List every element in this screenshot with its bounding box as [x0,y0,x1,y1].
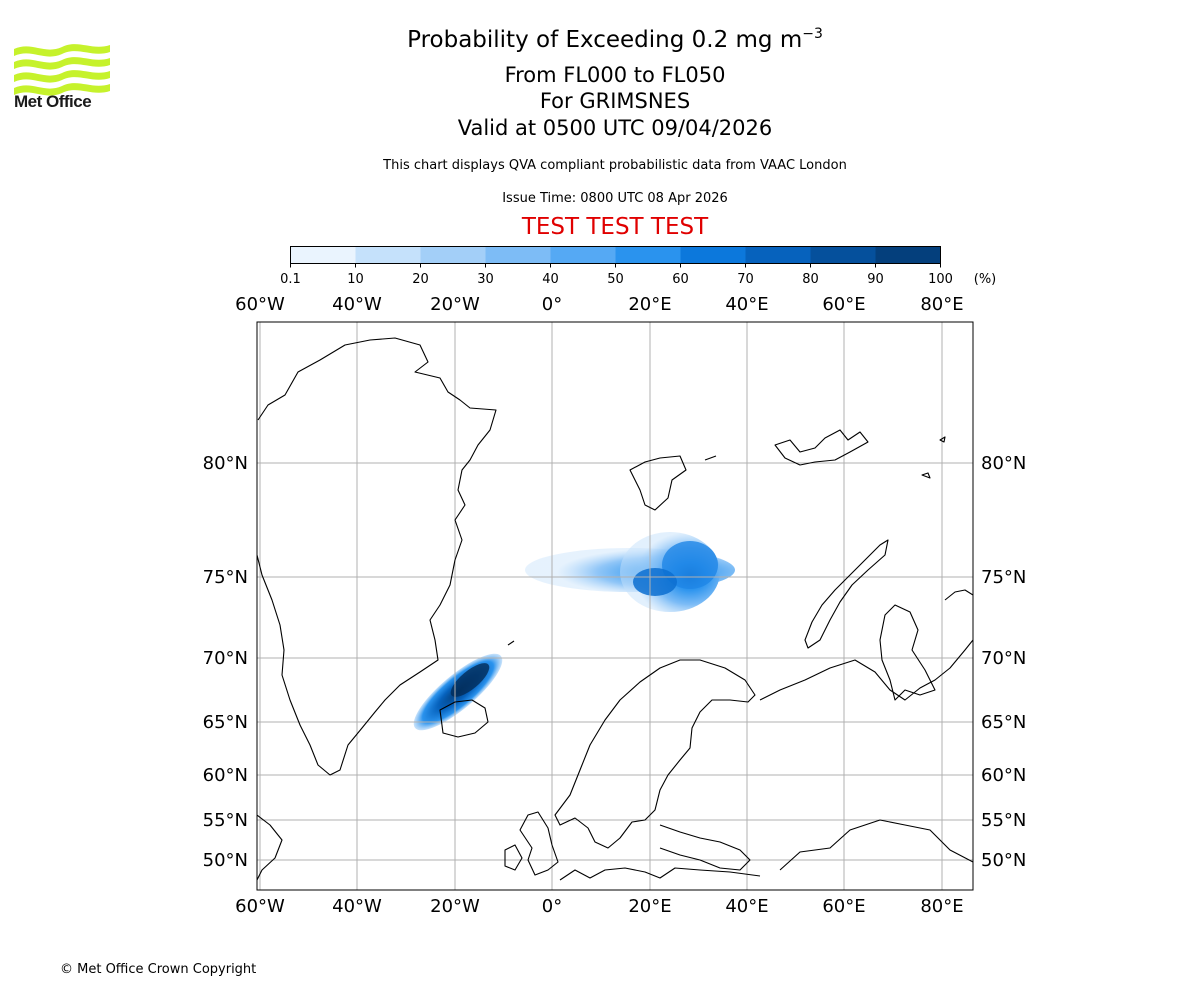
latitude-label: 70°N [981,648,1026,669]
met-office-logo-text: Met Office [14,92,92,111]
latitude-label: 70°N [203,648,248,669]
longitude-label: 40°E [725,294,768,315]
east-coast-right [944,589,973,601]
latitude-label: 80°N [203,453,248,474]
longitude-label: 40°W [332,294,382,315]
severnaya-zemlya [921,436,946,479]
latitude-label: 60°N [203,765,248,786]
colorbar-tick-label: 30 [477,272,494,287]
longitude-label: 60°E [822,896,865,917]
colorbar-tick-label: 40 [542,272,559,287]
longitude-label: 80°E [920,896,963,917]
colorbar-segment [615,246,681,264]
test-banner: TEST TEST TEST [521,214,709,240]
chart-title: Probability of Exceeding 0.2 mg m−3 [407,26,823,53]
valid-time: Valid at 0500 UTC 09/04/2026 [457,116,773,140]
ireland-coast [504,844,523,871]
colorbar-tick-label: 80 [802,272,819,287]
colorbar-segment [355,246,421,264]
colorbar-segment [680,246,746,264]
uk-coast [519,811,559,876]
yamal-coast [879,604,936,701]
scandinavia-coast [554,659,756,849]
longitude-label: 0° [542,294,562,315]
longitude-label: 60°E [822,294,865,315]
latitude-label: 75°N [203,567,248,588]
colorbar-tick-label: 90 [867,272,884,287]
map: 60°W 40°W 20°W 0° 20°E 40°E 60°E 80°E 60°W 40°W 2… [203,294,1027,917]
iceland-coast [439,699,489,738]
russia-coast [759,639,973,701]
longitude-label: 40°E [725,896,768,917]
longitude-label: 80°E [920,294,963,315]
colorbar-segment [810,246,876,264]
logo-wave [14,70,110,83]
colorbar-unit: (%) [974,272,997,287]
caspian-area [779,819,973,871]
greenland-coast [257,337,497,776]
colorbar-segment [290,246,356,264]
map-frame [256,321,974,891]
logo-wave [14,57,110,70]
logo-wave [14,83,110,96]
svalbard-coast [629,455,687,511]
jan-mayen [507,640,515,646]
colorbar-segment [550,246,616,264]
colorbar-segment [875,246,941,264]
latitude-label: 55°N [981,810,1026,831]
issue-time: Issue Time: 0800 UTC 08 Apr 2026 [502,191,728,206]
colorbar-segment [745,246,811,264]
latitude-label: 80°N [981,453,1026,474]
colorbar-tick-label: 0.1 [280,272,301,287]
baltic-coast [659,824,751,871]
colorbar-tick-label: 50 [607,272,624,287]
longitude-label: 20°E [628,294,671,315]
colorbar-tick-label: 60 [672,272,689,287]
logo-wave [14,44,110,57]
colorbar-segment [485,246,551,264]
labrador-coast [257,814,283,881]
longitude-label: 20°W [430,896,480,917]
colorbar-segment [420,246,486,264]
latitude-label: 50°N [203,850,248,871]
colorbar-tick-label: 100 [928,272,953,287]
latitude-label: 60°N [981,765,1026,786]
longitude-label: 20°W [430,294,480,315]
longitude-label: 0° [542,896,562,917]
europe-coast [559,867,761,881]
ash-plume-norwegian-sea [525,532,735,612]
longitude-label: 40°W [332,896,382,917]
colorbar-tick-label: 70 [737,272,754,287]
colorbar-tick-label: 10 [347,272,364,287]
latitude-label: 65°N [981,712,1026,733]
colorbar: 0.1 10 20 30 40 50 60 70 80 90 100 (%) [280,246,997,287]
small-islands-east [704,455,717,461]
flight-level-range: From FL000 to FL050 [504,63,726,87]
latitude-label: 50°N [981,850,1026,871]
copyright-notice: © Met Office Crown Copyright [60,962,257,977]
longitude-label: 60°W [235,896,285,917]
novaya-zemlya-coast [804,539,889,649]
latitude-label: 55°N [203,810,248,831]
volcano-name: For GRIMSNES [539,89,691,113]
franz-josef-land [774,429,869,466]
coastlines [257,337,973,881]
ash-plume-iceland [413,653,503,731]
longitude-label: 20°E [628,896,671,917]
longitude-label: 60°W [235,294,285,315]
data-note: This chart displays QVA compliant probab… [383,158,847,173]
met-office-logo-icon [14,44,110,96]
latitude-label: 65°N [203,712,248,733]
latitude-label: 75°N [981,567,1026,588]
colorbar-tick-label: 20 [412,272,429,287]
